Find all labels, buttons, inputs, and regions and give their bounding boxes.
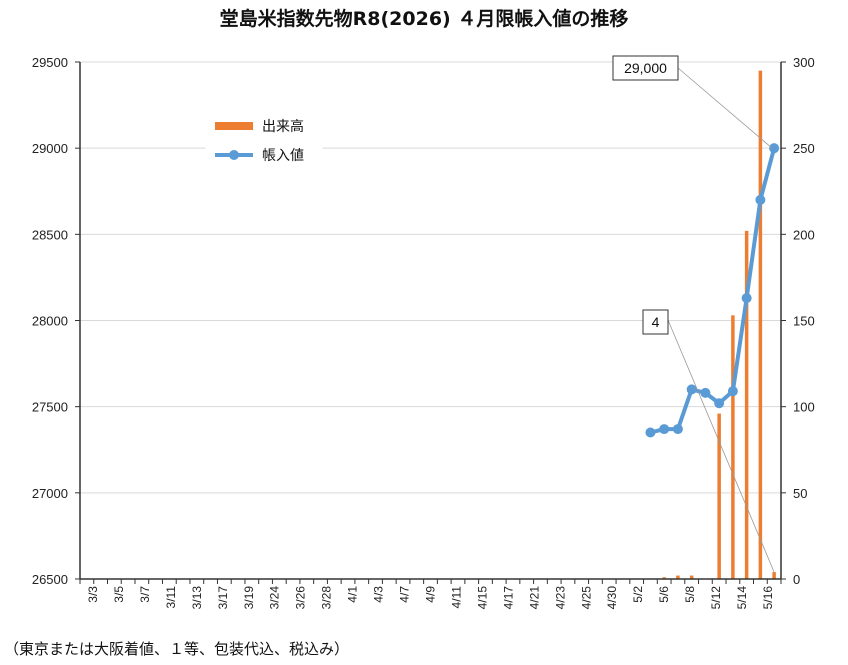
x-tick-label: 3/3: [86, 586, 100, 603]
bar-5/15: [758, 70, 763, 579]
price-line: [645, 143, 780, 438]
volume-bars: [662, 70, 776, 580]
bar-5/2: [662, 577, 666, 579]
point-5/13: [727, 386, 738, 397]
point-5/15: [755, 194, 766, 205]
x-tick-label: 3/24: [268, 586, 282, 610]
bar-5/13: [731, 315, 735, 579]
point-5/1: [645, 427, 656, 438]
x-tick-label: 4/7: [398, 586, 412, 603]
x-tick-label: 3/11: [164, 586, 178, 609]
x-tick-label: 3/5: [112, 586, 126, 603]
point-5/7: [672, 424, 683, 435]
right-tick-label: 50: [793, 486, 807, 501]
point-5/2: [659, 424, 670, 435]
callout-box-volume: [642, 309, 669, 335]
x-tick-label: 4/25: [579, 586, 593, 610]
grid-lines: [80, 61, 781, 580]
x-tick-label: 5/12: [709, 586, 723, 610]
x-tick-label: 3/7: [138, 586, 152, 603]
x-tick-label: 4/21: [527, 586, 541, 610]
callout-leader-volume: [667, 319, 775, 573]
x-tick-label: 5/16: [761, 586, 775, 610]
callout-label-volume: 4: [652, 314, 660, 330]
tick-labels: 26500 27000 27500 28000 28500 29000 29500 0 50 10…: [32, 55, 815, 609]
left-tick-label: 28500: [32, 227, 68, 242]
right-tick-label: 250: [793, 141, 815, 156]
x-tick-label: 4/3: [372, 586, 386, 603]
x-tick-label: 4/1: [346, 586, 360, 603]
legend-label-volume: 出来高: [262, 118, 304, 135]
x-tick-label: 4/30: [605, 586, 619, 610]
chart-title: 堂島米指数先物R8(2026) ４月限帳入値の推移: [219, 8, 629, 30]
callout-box-price: [612, 55, 679, 81]
bar-5/12: [717, 413, 721, 579]
left-tick-label: 29500: [32, 55, 68, 70]
legend-marker-price: [229, 150, 239, 160]
axes: [75, 61, 786, 584]
point-5/16: [769, 143, 780, 154]
x-tick-label: 4/17: [501, 586, 515, 610]
bar-5/14: [744, 230, 749, 580]
x-tick-label: 4/11: [449, 586, 463, 609]
callout-leader-price: [677, 67, 773, 149]
x-tick-label: 5/6: [657, 586, 671, 603]
right-tick-label: 0: [793, 572, 800, 587]
bar-5/16: [772, 572, 776, 579]
footnote: （東京または大阪着値、１等、包装代込、税込み）: [4, 640, 350, 658]
bar-5/8: [689, 575, 694, 579]
left-tick-label: 29000: [32, 141, 68, 156]
x-tick-label: 3/13: [190, 586, 204, 610]
point-5/12: [714, 398, 725, 409]
bar-5/7: [676, 575, 680, 579]
x-tick-label: 5/2: [631, 586, 645, 603]
right-tick-label: 150: [793, 314, 815, 329]
right-tick-label: 100: [793, 400, 815, 415]
legend-box: [205, 109, 323, 171]
point-5/9: [700, 387, 711, 398]
right-tick-label: 300: [793, 55, 815, 70]
legend-swatch-volume: [215, 122, 253, 130]
x-tick-label: 5/14: [735, 586, 749, 610]
left-tick-label: 27500: [32, 400, 68, 415]
left-tick-label: 27000: [32, 486, 68, 501]
x-tick-label: 3/19: [242, 586, 256, 610]
callout-label-price: 29,000: [624, 60, 667, 76]
x-tick-label: 3/26: [294, 586, 308, 610]
x-tick-label: 4/15: [475, 586, 489, 610]
x-tick-label: 4/9: [424, 586, 438, 603]
left-tick-label: 26500: [32, 572, 68, 587]
point-5/8: [686, 384, 697, 395]
point-5/14: [741, 293, 752, 304]
left-tick-label: 28000: [32, 314, 68, 329]
x-tick-label: 3/28: [320, 586, 334, 610]
right-tick-label: 200: [793, 227, 815, 242]
x-tick-label: 4/23: [553, 586, 567, 610]
x-tick-label: 5/8: [683, 586, 697, 603]
callouts: 29,000 4: [612, 55, 775, 573]
price-line-path: [649, 147, 777, 435]
legend-label-price: 帳入値: [262, 148, 304, 164]
x-tick-label: 3/17: [216, 586, 230, 610]
